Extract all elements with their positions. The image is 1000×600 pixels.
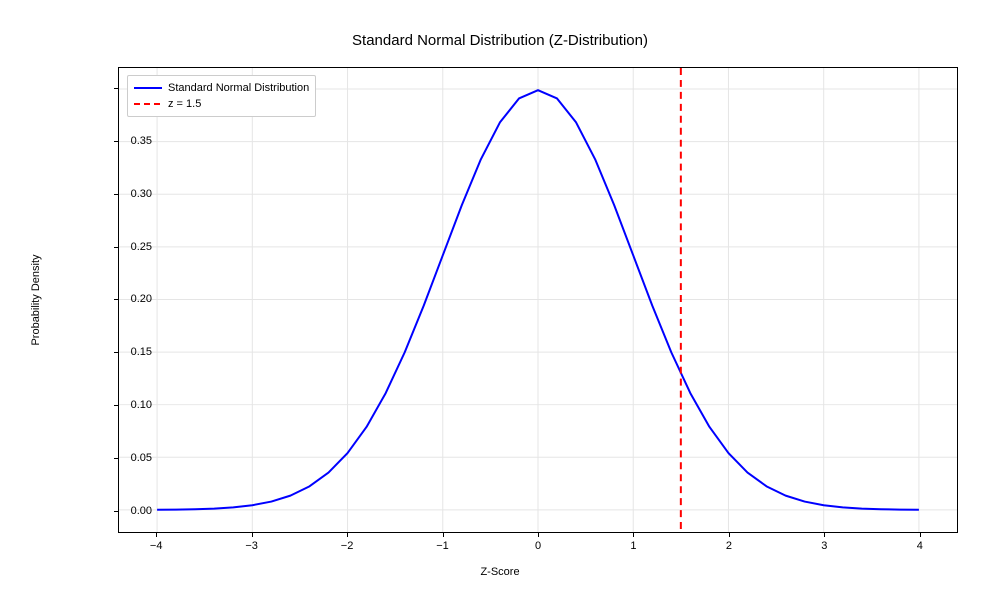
xtick-mark xyxy=(633,533,634,537)
ytick-label: 0.15 xyxy=(131,346,152,358)
x-axis-label: Z-Score xyxy=(0,566,1000,578)
xtick-mark xyxy=(538,533,539,537)
xtick-mark xyxy=(347,533,348,537)
legend-swatch-line-icon xyxy=(134,82,162,94)
ytick-mark xyxy=(114,194,118,195)
xtick-mark xyxy=(729,533,730,537)
xtick-mark xyxy=(824,533,825,537)
xtick-mark xyxy=(252,533,253,537)
ytick-label: 0.05 xyxy=(131,452,152,464)
legend-swatch-dashed-icon xyxy=(134,98,162,110)
ytick-mark xyxy=(114,247,118,248)
ytick-mark xyxy=(114,511,118,512)
ytick-mark xyxy=(114,88,118,89)
legend-label: Standard Normal Distribution xyxy=(168,82,309,94)
xtick-label: 3 xyxy=(821,540,827,552)
xtick-mark xyxy=(443,533,444,537)
ytick-label: 0.25 xyxy=(131,241,152,253)
ytick-mark xyxy=(114,141,118,142)
ytick-label: 0.00 xyxy=(131,505,152,517)
xtick-label: 4 xyxy=(917,540,923,552)
xtick-label: −3 xyxy=(245,540,258,552)
xtick-label: −4 xyxy=(150,540,163,552)
legend: Standard Normal Distribution z = 1.5 xyxy=(127,75,316,117)
chart-title: Standard Normal Distribution (Z-Distribu… xyxy=(0,32,1000,49)
xtick-label: −2 xyxy=(341,540,354,552)
ytick-label: 0.30 xyxy=(131,188,152,200)
plot-area xyxy=(118,67,958,533)
ytick-mark xyxy=(114,405,118,406)
xtick-label: 0 xyxy=(535,540,541,552)
xtick-label: 1 xyxy=(630,540,636,552)
ytick-label: 0.20 xyxy=(131,293,152,305)
ytick-label: 0.10 xyxy=(131,399,152,411)
xtick-mark xyxy=(920,533,921,537)
xtick-mark xyxy=(156,533,157,537)
legend-label: z = 1.5 xyxy=(168,98,201,110)
ytick-mark xyxy=(114,352,118,353)
xtick-label: 2 xyxy=(726,540,732,552)
ytick-label: 0.35 xyxy=(131,135,152,147)
ytick-mark xyxy=(114,458,118,459)
xtick-label: −1 xyxy=(436,540,449,552)
legend-item-0: Standard Normal Distribution xyxy=(134,80,309,96)
ytick-mark xyxy=(114,299,118,300)
plot-svg xyxy=(119,68,957,532)
chart-figure: Standard Normal Distribution (Z-Distribu… xyxy=(0,0,1000,600)
legend-item-1: z = 1.5 xyxy=(134,96,309,112)
y-axis-label: Probability Density xyxy=(30,254,42,345)
